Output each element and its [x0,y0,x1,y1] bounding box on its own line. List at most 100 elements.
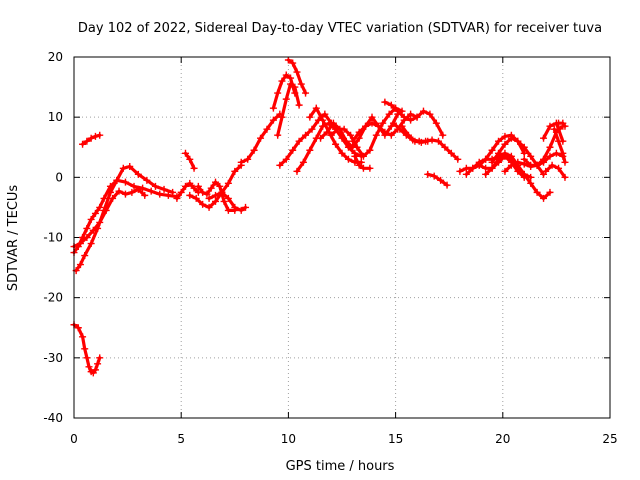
data-point [381,128,389,136]
x-tick-label: 25 [602,432,617,446]
data-point [540,155,548,163]
data-point [387,131,395,139]
data-point [83,354,91,362]
data-point [353,143,361,151]
data-point [115,187,123,195]
data-point [527,173,535,181]
data-point [495,137,503,145]
data-point [190,184,198,192]
data-point [546,143,554,151]
data-point [552,149,560,157]
series-trace-22 [381,98,447,139]
data-point [177,188,185,196]
data-point [561,173,569,181]
data-point [540,194,548,202]
data-point [121,178,129,186]
data-point [501,132,509,140]
series-trace-11 [237,110,284,166]
series-trace-25 [424,170,451,189]
data-point [430,172,438,180]
data-point [250,146,258,154]
data-point [546,188,554,196]
data-point [334,125,342,133]
data-point [366,146,374,154]
data-point [83,137,91,145]
data-point [359,152,367,160]
data-point [242,203,250,211]
data-point [126,163,134,171]
data-point [231,203,239,211]
data-point [488,164,496,172]
data-point [76,261,84,269]
data-point [321,110,329,118]
data-point [169,188,177,196]
data-point [527,161,535,169]
series-trace-5 [70,321,104,377]
data-point [96,131,104,139]
data-point [224,194,232,202]
data-point [181,149,189,157]
data-point [317,134,325,142]
data-point [454,155,462,163]
data-point [501,152,509,160]
data-point [368,113,376,121]
data-point [327,131,335,139]
data-point [205,203,213,211]
data-point [91,132,99,140]
data-point [482,170,490,178]
data-point [507,161,515,169]
data-point [340,125,348,133]
data-point [319,116,327,124]
data-point [488,146,496,154]
data-point [237,206,245,214]
series-trace-24 [398,122,432,146]
data-point [514,158,522,166]
data-point [89,226,97,234]
data-point [434,137,442,145]
data-point [344,155,352,163]
data-point [282,95,290,103]
data-point [302,131,310,139]
data-point [561,122,569,130]
data-point [546,152,554,160]
data-point [224,179,232,187]
data-point [338,149,346,157]
data-point [216,182,224,190]
data-point [295,137,303,145]
data-point [91,209,99,217]
data-point [186,191,194,199]
data-point [437,176,445,184]
data-point [342,137,350,145]
data-point [186,179,194,187]
data-point [100,194,108,202]
data-point [413,113,421,121]
data-point [368,119,376,127]
data-point [482,155,490,163]
data-point [87,215,95,223]
series-trace-3 [70,185,149,251]
data-point [134,170,142,178]
data-point [199,188,207,196]
series-trace-8 [194,178,239,214]
data-point [276,161,284,169]
data-point [462,164,470,172]
data-point [289,146,297,154]
data-point [81,252,89,260]
data-point [443,181,451,189]
data-point [488,158,496,166]
data-point [355,128,363,136]
series-line [175,181,200,200]
data-point [121,190,129,198]
x-tick-label: 0 [70,432,78,446]
data-point [372,131,380,139]
series-line [552,127,567,164]
data-point [119,164,127,172]
y-tick-label: 20 [48,50,63,64]
data-point [143,176,151,184]
data-point [269,104,277,112]
data-point [385,110,393,118]
series-trace-21 [351,152,374,172]
data-point [237,158,245,166]
data-point [417,138,425,146]
series-trace-29 [482,152,528,181]
